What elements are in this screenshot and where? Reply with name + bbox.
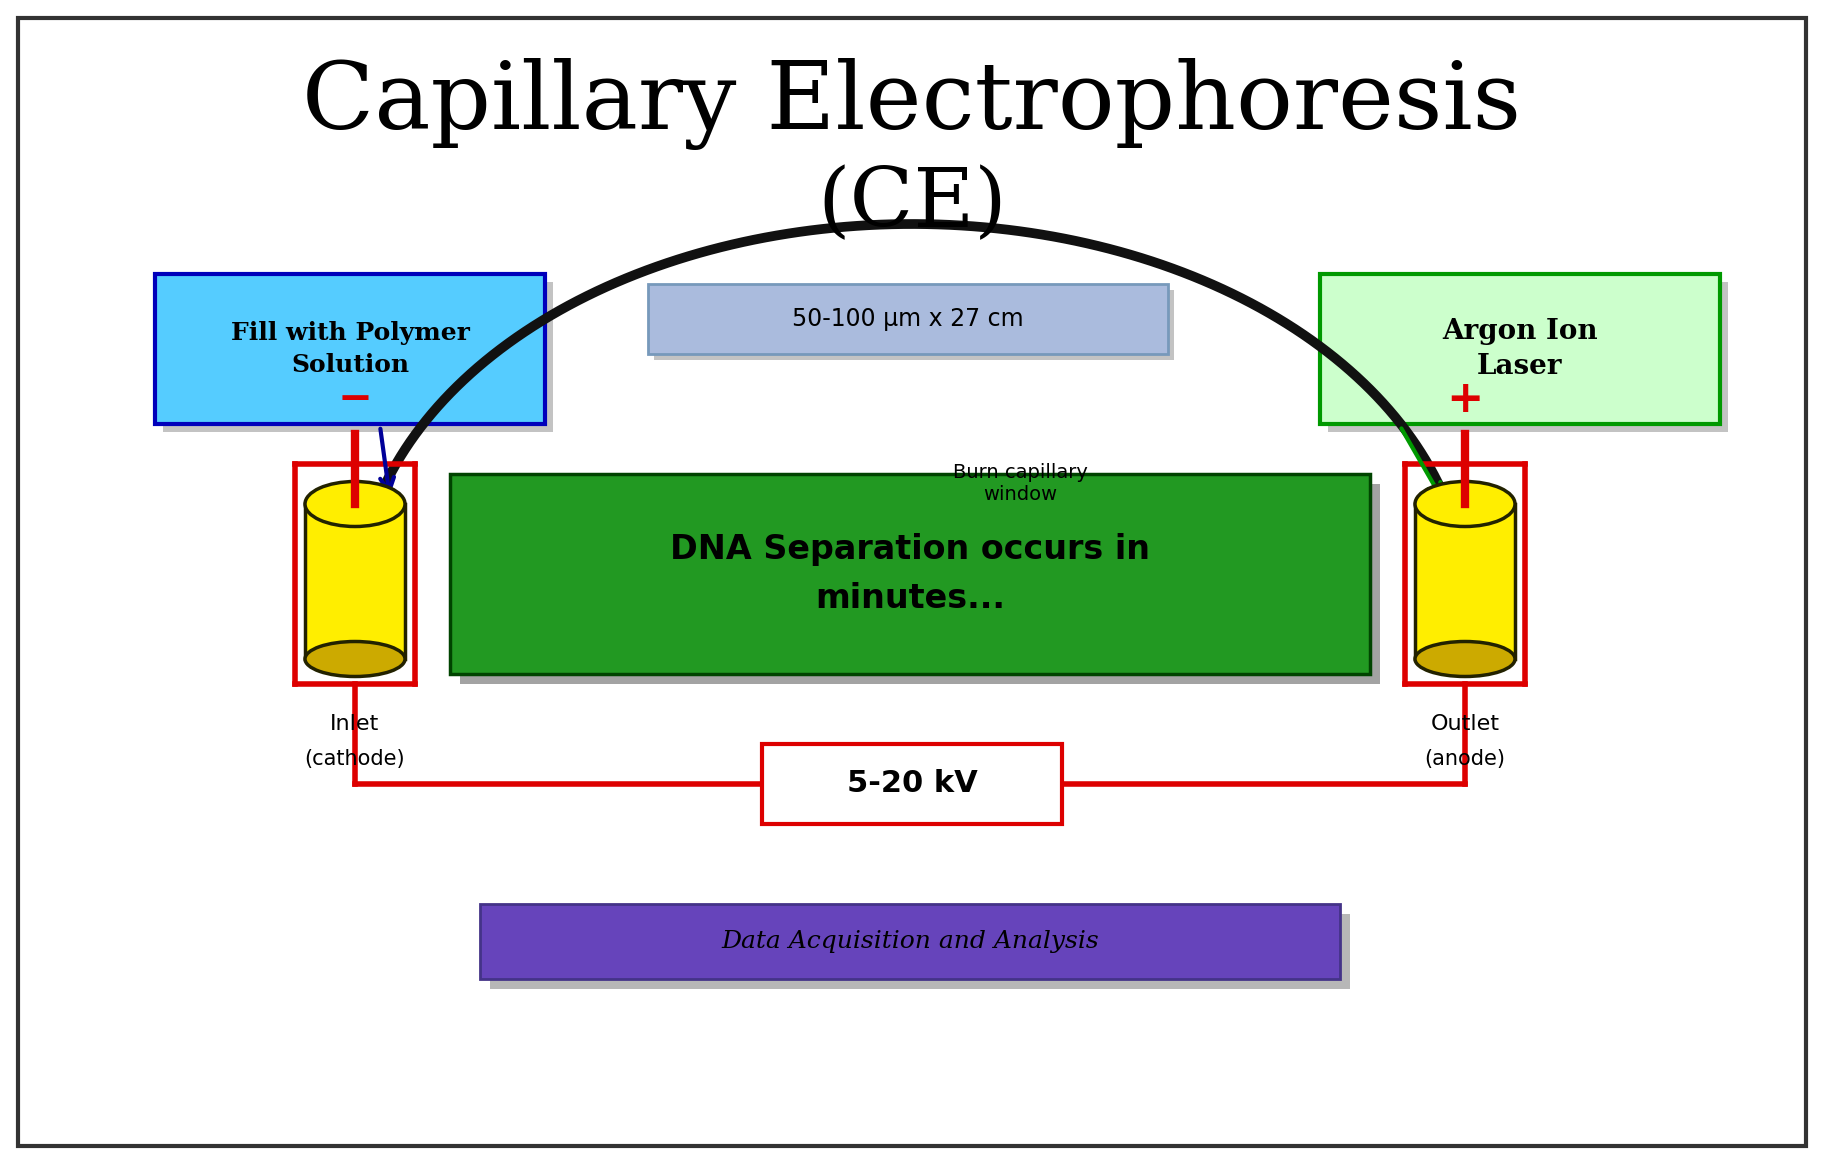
Bar	[479, 904, 1340, 979]
Text: Outlet: Outlet	[1429, 714, 1499, 734]
Text: 5-20 kV: 5-20 kV	[846, 769, 977, 799]
Bar	[654, 290, 1174, 360]
Text: Argon Ion
Laser: Argon Ion Laser	[1442, 318, 1597, 381]
Bar	[1327, 282, 1726, 432]
Ellipse shape	[1415, 641, 1515, 676]
Bar	[762, 744, 1061, 824]
Text: (cathode): (cathode)	[304, 748, 405, 769]
Bar	[490, 914, 1349, 989]
Bar	[155, 274, 545, 424]
Text: +: +	[1446, 377, 1482, 420]
Bar	[1320, 274, 1719, 424]
Text: −: −	[337, 378, 372, 420]
Text: (CE): (CE)	[817, 164, 1006, 244]
Text: DNA Separation occurs in
minutes...: DNA Separation occurs in minutes...	[669, 533, 1148, 615]
Text: Capillary Electrophoresis: Capillary Electrophoresis	[303, 58, 1520, 150]
Bar	[647, 284, 1167, 354]
Bar	[459, 484, 1380, 684]
Ellipse shape	[304, 482, 405, 526]
Bar	[304, 504, 405, 659]
Ellipse shape	[1415, 482, 1515, 526]
Text: Inlet: Inlet	[330, 714, 379, 734]
Ellipse shape	[304, 641, 405, 676]
Bar	[1415, 504, 1515, 659]
Text: Fill with Polymer
Solution: Fill with Polymer Solution	[230, 321, 469, 377]
Bar	[162, 282, 552, 432]
Text: 50-100 μm x 27 cm: 50-100 μm x 27 cm	[791, 307, 1023, 331]
Text: (anode): (anode)	[1424, 748, 1504, 769]
Bar	[450, 474, 1369, 674]
Text: Burn capillary
window: Burn capillary window	[952, 463, 1087, 504]
Text: Data Acquisition and Analysis: Data Acquisition and Analysis	[720, 930, 1097, 953]
